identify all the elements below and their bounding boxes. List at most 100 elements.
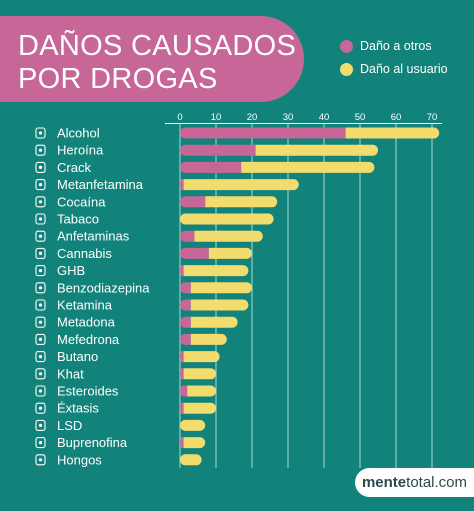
bar-segment-user (183, 437, 206, 449)
powder-icon (35, 196, 46, 208)
x-tick-label: 0 (177, 112, 182, 123)
category-label: Alcohol (57, 126, 100, 141)
category-label: Mefedrona (57, 332, 120, 347)
leaf-icon (35, 247, 46, 259)
bar-segment-user (180, 213, 274, 225)
bar-segment-others (180, 247, 209, 259)
legend-swatch-user (340, 62, 353, 76)
powder-icon-dot (38, 200, 43, 204)
category-label: Tabaco (57, 212, 99, 227)
bar-segment-user (183, 179, 299, 191)
bar-segment-user (345, 127, 440, 139)
legend-item-user: Daño al usuario (340, 61, 448, 77)
bar-segment-user (183, 265, 249, 277)
bar-segment-others (180, 144, 256, 156)
category-label: Cannabis (57, 246, 112, 261)
chart-title-line-1: DAÑOS CAUSADOS (18, 30, 297, 62)
bar-segment-others (180, 230, 195, 242)
bottle-dropper-icon (35, 316, 46, 328)
category-label: Cocaína (57, 194, 106, 209)
pills-icon-dot (38, 441, 43, 445)
chart-title-line-2: POR DROGAS (18, 63, 218, 95)
x-tick-label: 40 (319, 112, 330, 123)
brand-badge: mente total.com (355, 468, 474, 497)
crystal-icon (35, 179, 46, 191)
x-tick-label: 30 (283, 112, 294, 123)
title-banner: DAÑOS CAUSADOS POR DROGAS (0, 16, 304, 102)
pills-icon (35, 230, 46, 242)
legend-label-user: Daño al usuario (360, 62, 448, 76)
bar-segment-others (180, 368, 184, 380)
category-label: LSD (57, 418, 82, 433)
lighter-icon (35, 351, 46, 363)
mushroom-icon (35, 454, 46, 466)
category-label: Metanfetamina (57, 177, 144, 192)
bar-segment-others (180, 351, 184, 363)
category-label: Ketamina (57, 298, 113, 313)
x-tick-label: 20 (247, 112, 258, 123)
pills-icon (35, 437, 46, 449)
leaf-icon (35, 368, 46, 380)
legend-label-others: Daño a otros (360, 39, 432, 53)
crystal-icon-dot (38, 183, 43, 187)
bar-segment-user (180, 419, 206, 431)
lighter-icon-dot (38, 355, 43, 359)
bar-segment-user (190, 282, 253, 294)
bar-segment-user (255, 144, 378, 156)
pills-icon-dot (38, 234, 43, 238)
pill-box-icon-dot (38, 286, 43, 290)
legend-item-others: Daño a otros (340, 38, 432, 54)
category-label: Metadona (57, 315, 116, 330)
bar-segment-user (194, 230, 263, 242)
bottle-icon (35, 127, 46, 139)
x-tick-label: 10 (211, 112, 222, 123)
bar-segment-user (241, 161, 375, 173)
x-tick-label: 50 (355, 112, 366, 123)
bottle-dropper-icon-dot (38, 320, 43, 324)
bar-segment-others (180, 316, 191, 328)
brand-bold: mente (361, 474, 407, 491)
needle-icon (35, 385, 46, 397)
bar-segment-user (205, 196, 278, 208)
blotter-icon-dot (38, 423, 43, 427)
category-label: Buprenofina (57, 435, 128, 450)
mushroom-icon-dot (38, 458, 43, 462)
category-label: Khat (57, 366, 84, 381)
pipe-icon-dot (38, 165, 43, 169)
cigarette-icon-dot (38, 217, 43, 221)
pipe-icon (35, 161, 46, 173)
bar-segment-others (180, 127, 346, 139)
category-label: Benzodiazepina (57, 280, 150, 295)
bar-segment-user (180, 454, 202, 466)
cigarette-icon (35, 213, 46, 225)
bottle-icon-dot (38, 131, 43, 135)
category-label: Heroína (57, 143, 104, 158)
x-tick-label: 70 (427, 112, 438, 123)
triangle-bag-icon-dot (38, 337, 43, 341)
x-tick-label: 60 (391, 112, 402, 123)
blotter-icon (35, 419, 46, 431)
leaf-icon-dot (38, 372, 43, 376)
category-label: Éxtasis (57, 401, 99, 416)
category-label: GHB (57, 263, 85, 278)
vial-icon (35, 265, 46, 277)
bar-segment-user (208, 247, 253, 259)
bar-segment-user (190, 299, 249, 311)
category-label: Crack (57, 160, 91, 175)
legend-swatch-others (340, 39, 353, 53)
category-label: Esteroides (57, 384, 119, 399)
needle-icon-dot (38, 389, 43, 393)
pill-box-icon (35, 282, 46, 294)
bar-segment-user (190, 333, 227, 345)
powder-bag-icon-dot (38, 303, 43, 307)
bar-segment-others (180, 299, 191, 311)
tablet-icon-dot (38, 406, 43, 410)
bar-segment-user (183, 402, 216, 414)
bar-segment-others (180, 402, 184, 414)
syringe-icon (35, 144, 46, 156)
bar-segment-user (190, 316, 238, 328)
triangle-bag-icon (35, 333, 46, 345)
category-label: Hongos (57, 452, 102, 467)
leaf-icon-dot (38, 251, 43, 255)
